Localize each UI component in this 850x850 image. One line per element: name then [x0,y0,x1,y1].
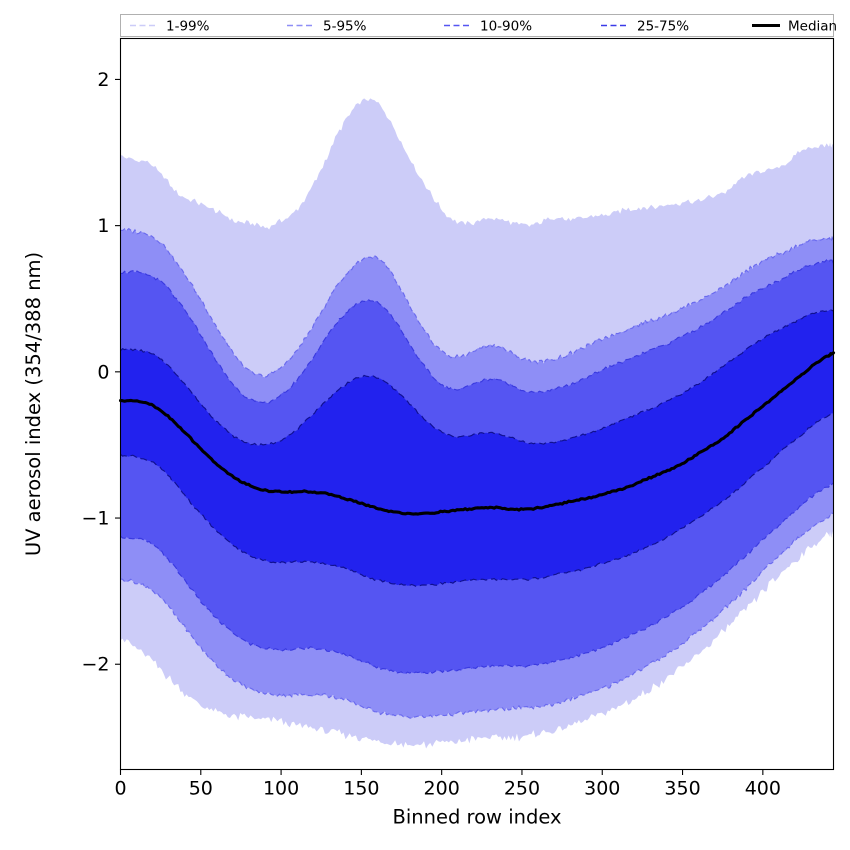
y-tick-label: 1 [97,215,109,237]
x-tick-label: 300 [584,778,620,800]
x-axis-label: Binned row index [392,806,561,829]
legend-label: 10-90% [480,19,532,35]
x-axis-ticks: 0 50 100 150 200 250 300 350 400 [114,769,781,800]
x-tick-label: 400 [745,778,781,800]
x-tick-label: 350 [664,778,700,800]
plot-axes [119,37,835,771]
x-tick-label: 150 [343,778,379,800]
band-edge-p95 [120,227,834,378]
y-tick-label: −2 [81,654,109,676]
band-edge-p90 [120,259,835,404]
y-tick-label: −1 [81,508,109,530]
y-tick-label: 2 [97,69,109,91]
legend-box [120,14,834,37]
y-tick-label: 0 [97,361,109,383]
plot-frame [119,37,835,771]
band-edge-p10 [120,482,834,675]
legend-label: 1-99% [166,19,210,35]
x-tick-label: 100 [263,778,299,800]
y-axis-label: UV aerosol index (354/388 nm) [22,252,45,556]
x-tick-label: 0 [114,778,126,800]
band-edge-p25 [120,412,834,587]
percentile-bands [120,98,834,749]
x-tick-label: 250 [504,778,540,800]
legend-label: Median [788,19,837,35]
chart-legend: 1-99% 5-95% 10-90% 25-75% Median [120,14,837,37]
x-tick-label: 200 [424,778,460,800]
legend-label: 5-95% [323,19,367,35]
y-axis-ticks: 2 1 0 −1 −2 [81,69,121,676]
percentile-band-edges [120,227,835,719]
x-tick-label: 50 [189,778,213,800]
legend-label: 25-75% [637,19,689,35]
band-25to75 [120,309,834,587]
band-edge-p5 [120,512,834,719]
median-line [118,351,836,516]
band-edge-p75 [120,309,834,447]
